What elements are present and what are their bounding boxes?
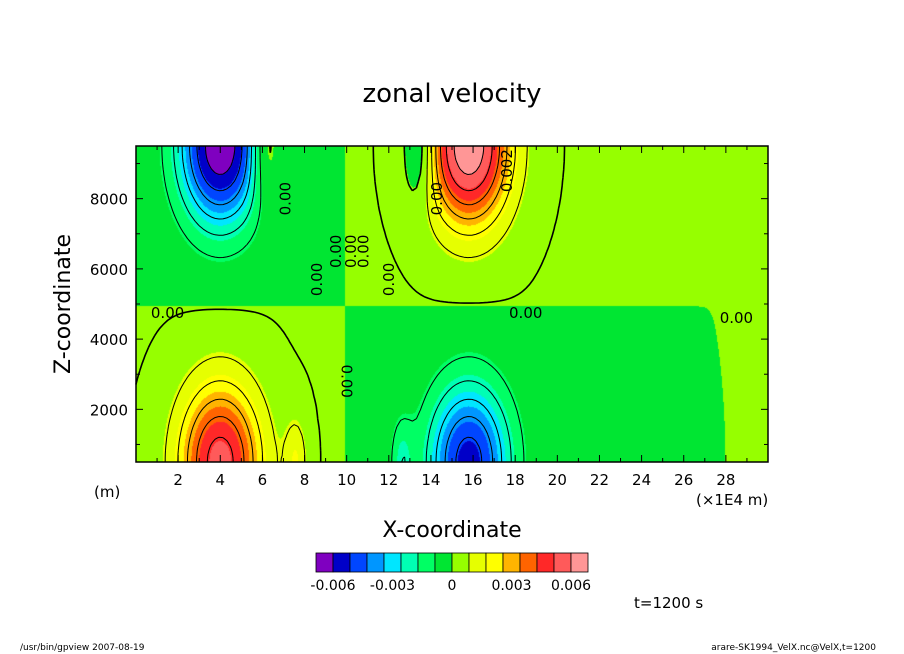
x-unit-right: (×1E4 m) xyxy=(696,491,768,509)
y-axis: 2000 4000 6000 8000 xyxy=(90,163,768,445)
footer-left: /usr/bin/gpview 2007-08-19 xyxy=(20,643,145,653)
y-tick-label: 4000 xyxy=(90,331,128,349)
colorbar-cell xyxy=(502,552,521,573)
x-tick-label: 14 xyxy=(421,471,440,489)
contour-label: 0.00 xyxy=(327,235,345,268)
colorbar-cell xyxy=(349,552,368,573)
contour-line xyxy=(161,145,525,462)
time-label: t=1200 s xyxy=(634,594,703,612)
x-tick-label: 26 xyxy=(674,471,693,489)
x-tick-label: 28 xyxy=(716,471,735,489)
contour-label: 0.00 xyxy=(380,263,398,296)
contour-label: 0.00 xyxy=(308,263,326,296)
colorbar-cell xyxy=(485,552,504,573)
x-axis-label: X-coordinate xyxy=(382,518,521,543)
x-tick-label: 12 xyxy=(379,471,398,489)
colorbar-cell xyxy=(536,552,555,573)
x-tick-label: 4 xyxy=(215,471,225,489)
contour-line xyxy=(164,146,528,463)
colorbar-cell xyxy=(434,552,453,573)
colorbar-cell xyxy=(451,552,470,573)
x-tick-label: 16 xyxy=(464,471,483,489)
contour-label: 0.00 xyxy=(509,304,542,322)
colorbar-tick-label: -0.006 xyxy=(310,578,355,594)
contour-line xyxy=(135,145,566,462)
x-tick-label: 18 xyxy=(506,471,525,489)
heatmap-field xyxy=(136,146,768,462)
colorbar-tick-label: 0.003 xyxy=(491,578,531,594)
contour-label-group: 0.00 0.00 0.000.000.000.000.000.000.000.00… xyxy=(151,149,753,398)
x-axis: 2 4 6 8 10 12 14 16 18 20 22 24 26 28 xyxy=(156,146,748,489)
chart-title: zonal velocity xyxy=(362,79,541,109)
contour-line xyxy=(205,145,236,175)
x-tick-label: 8 xyxy=(300,471,310,489)
footer-right: arare-SK1994_VelX.nc@VelX,t=1200 xyxy=(711,643,876,653)
colorbar-cell xyxy=(383,552,402,573)
contour-line xyxy=(196,145,483,463)
contour-label: 0.00 xyxy=(342,235,360,268)
contour-line xyxy=(173,146,512,463)
contour-line xyxy=(187,145,508,463)
x-tick-label: 2 xyxy=(173,471,183,489)
x-tick-label: 6 xyxy=(258,471,268,489)
contour-label: 0.00 xyxy=(277,182,295,215)
colorbar-cell xyxy=(553,552,572,573)
colorbar-cell xyxy=(519,552,538,573)
colorbar-tick-label: 0 xyxy=(448,578,457,594)
plot-area: 0.00 0.00 0.000.000.000.000.000.000.000.00… xyxy=(135,145,769,463)
colorbar-tick-label: -0.003 xyxy=(370,578,415,594)
contour-label: 0.00 xyxy=(428,182,446,215)
x-tick-label: 10 xyxy=(337,471,356,489)
x-tick-label: 20 xyxy=(548,471,567,489)
contour-line xyxy=(181,145,503,463)
colorbar: -0.006 -0.003 0 0.003 0.006 xyxy=(310,552,591,594)
contour-lines xyxy=(135,145,566,463)
colorbar-cell xyxy=(417,552,436,573)
contour-label: 0.00 xyxy=(355,235,373,268)
contour-line xyxy=(196,146,500,463)
colorbar-cell xyxy=(570,552,589,573)
contour-label: 0.00 xyxy=(338,365,356,398)
contour-line xyxy=(189,146,494,463)
contour-line xyxy=(206,145,493,463)
y-tick-label: 6000 xyxy=(90,261,128,279)
contour-label: 0.00 xyxy=(151,304,184,322)
y-tick-label: 2000 xyxy=(90,401,128,419)
y-tick-label: 8000 xyxy=(90,191,128,209)
contour-line xyxy=(453,145,485,175)
contour-label: 0.00 xyxy=(720,309,753,327)
x-tick-label: 22 xyxy=(590,471,609,489)
colorbar-tick-label: 0.006 xyxy=(551,578,591,594)
colorbar-cell xyxy=(400,552,419,573)
colorbar-cell xyxy=(366,552,385,573)
y-axis-label: Z-coordinate xyxy=(51,234,76,374)
contour-label: 0.002 xyxy=(498,149,516,192)
colorbar-cell xyxy=(468,552,487,573)
colorbar-cell xyxy=(332,552,351,573)
x-unit-left: (m) xyxy=(94,483,120,501)
x-tick-label: 24 xyxy=(632,471,651,489)
colorbar-cell xyxy=(315,552,334,573)
